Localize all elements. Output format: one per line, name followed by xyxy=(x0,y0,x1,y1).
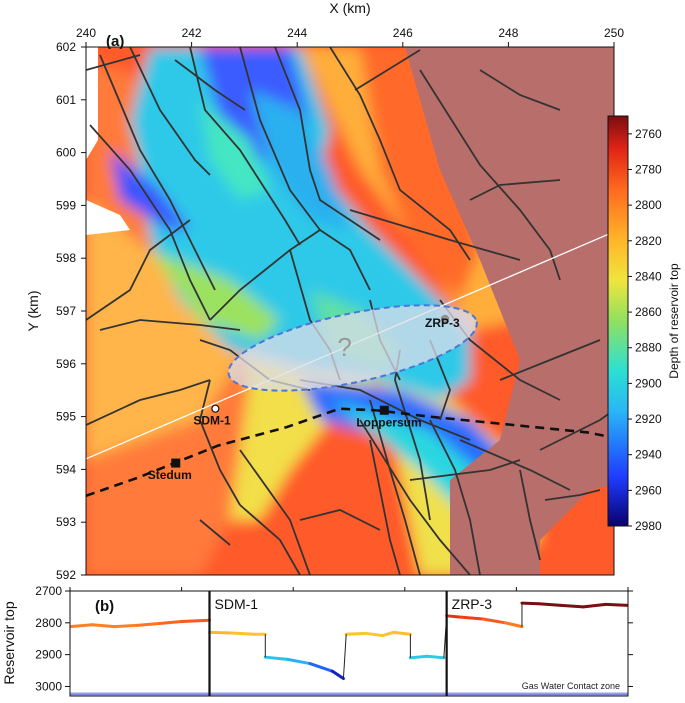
colorbar-tick-label: 2780 xyxy=(635,162,662,176)
profile-series xyxy=(70,601,628,680)
well-marker-label: ZRP-3 xyxy=(452,596,493,612)
x-tick-label: 244 xyxy=(287,26,307,40)
colorbar-tick-label: 2900 xyxy=(635,376,662,390)
y-tick-label: 597 xyxy=(56,304,76,318)
profile-segment xyxy=(459,615,485,621)
colorbar-tick-label: 2960 xyxy=(635,483,662,497)
profile-segment xyxy=(330,669,345,680)
y-tick-label: 593 xyxy=(56,515,76,529)
profile-segment xyxy=(581,602,608,609)
profile-frame xyxy=(69,590,629,697)
x-axis-title: X (km) xyxy=(329,0,370,16)
profile-panel: Gas Water Contact zone SDM-1 ZRP-3 2700 28… xyxy=(1,584,633,697)
y-tick-label: 600 xyxy=(56,146,76,160)
colorbar-tick-label: 2940 xyxy=(635,448,662,462)
y-tick-label: 602 xyxy=(56,40,76,54)
fault-lines xyxy=(86,47,614,575)
well-label: Loppersum xyxy=(356,415,421,429)
profile-segment xyxy=(208,630,234,635)
profile-segment xyxy=(135,621,161,627)
profile-segment xyxy=(113,623,139,629)
y-tick-label: 592 xyxy=(56,568,76,582)
profile-y-tick-label: 2700 xyxy=(35,584,62,598)
well-marker-label: SDM-1 xyxy=(215,596,259,612)
profile-segment xyxy=(408,654,429,660)
panel-label-b: (b) xyxy=(95,598,114,615)
profile-background xyxy=(70,591,628,696)
x-tick-label: 250 xyxy=(604,26,624,40)
colorbar-tick-label: 2860 xyxy=(635,305,662,319)
profile-segment xyxy=(520,601,541,606)
profile-y-axis-title: Reservoir top xyxy=(1,601,17,684)
masked-area xyxy=(405,47,614,575)
colorbar-tick-label: 2800 xyxy=(635,198,662,212)
colorbar-tick-label: 2760 xyxy=(635,127,662,141)
profile-segment xyxy=(503,621,524,629)
colorbar-tick-label: 2880 xyxy=(635,341,662,355)
gas-water-contact-label: Gas Water Contact zone xyxy=(522,681,620,691)
profile-axes: 2700 2800 2900 3000 xyxy=(35,584,633,693)
x-tick-label: 242 xyxy=(182,26,202,40)
well-marker xyxy=(211,404,220,413)
colorbar: 2760 2780 2800 2820 2840 2860 2880 2900 2920 2940… xyxy=(607,115,681,533)
profile-segment xyxy=(481,617,507,625)
x-tick-label: 248 xyxy=(498,26,518,40)
dashed-track xyxy=(86,407,614,498)
well-marker xyxy=(379,405,389,415)
profile-segment xyxy=(364,631,384,638)
uncertainty-ellipse xyxy=(227,304,478,392)
y-tick-label: 601 xyxy=(56,93,76,107)
question-mark: ? xyxy=(337,332,351,362)
colorbar-tick-label: 2920 xyxy=(635,412,662,426)
profile-segment xyxy=(70,623,94,629)
profile-y-tick-label: 2900 xyxy=(35,648,62,662)
profile-step xyxy=(342,634,347,679)
profile-y-tick-label: 3000 xyxy=(35,679,62,693)
well-label: ZRP-3 xyxy=(425,316,460,330)
profile-segment xyxy=(286,657,312,666)
map-axes: 240 242 244 246 248 250 592 593 594 595 596 597 598 5… xyxy=(56,26,624,582)
well-label: Stedum xyxy=(148,468,192,482)
colorbar-tick-label: 2840 xyxy=(635,269,662,283)
colorbar-ticks: 2760 2780 2800 2820 2840 2860 2880 2900 2920 2940… xyxy=(628,127,662,533)
colorbar-tick-label: 2820 xyxy=(635,234,662,248)
profile-segment xyxy=(180,618,211,624)
profile-segment xyxy=(90,623,117,629)
well-marker xyxy=(440,314,450,324)
colorbar-gradient xyxy=(607,115,629,527)
well-label: SDM-1 xyxy=(193,414,231,428)
profile-segment xyxy=(445,614,463,619)
profile-segment xyxy=(380,630,396,638)
profile-segment xyxy=(230,631,256,636)
map-panel: ? SDM-1 ZRP-3 Loppersum Stedum 240 242 244 246… xyxy=(25,0,624,582)
wells-layer: SDM-1 ZRP-3 Loppersum Stedum xyxy=(148,314,460,482)
profile-segment xyxy=(263,655,290,661)
profile-segment xyxy=(537,602,563,607)
profile-segment xyxy=(559,603,585,609)
y-tick-label: 596 xyxy=(56,357,76,371)
y-tick-label: 594 xyxy=(56,462,76,476)
profile-y-tick-label: 2800 xyxy=(35,616,62,630)
profile-segment xyxy=(425,654,446,660)
profile-segment xyxy=(308,662,334,673)
well-marker xyxy=(171,458,181,468)
profile-segment xyxy=(344,631,368,636)
profile-segment xyxy=(157,620,184,625)
panel-label-a: (a) xyxy=(106,33,124,50)
colorbar-label: Depth of reservoir top xyxy=(667,263,681,379)
y-tick-label: 595 xyxy=(56,410,76,424)
y-tick-label: 598 xyxy=(56,251,76,265)
colorbar-tick-label: 2980 xyxy=(635,519,662,533)
x-tick-label: 246 xyxy=(393,26,413,40)
profile-markers: SDM-1 ZRP-3 xyxy=(208,591,493,696)
y-axis-title: Y (km) xyxy=(25,291,41,332)
profile-segment xyxy=(604,602,628,607)
profile-segment xyxy=(392,630,412,636)
x-tick-label: 240 xyxy=(76,26,96,40)
y-tick-label: 599 xyxy=(56,198,76,212)
